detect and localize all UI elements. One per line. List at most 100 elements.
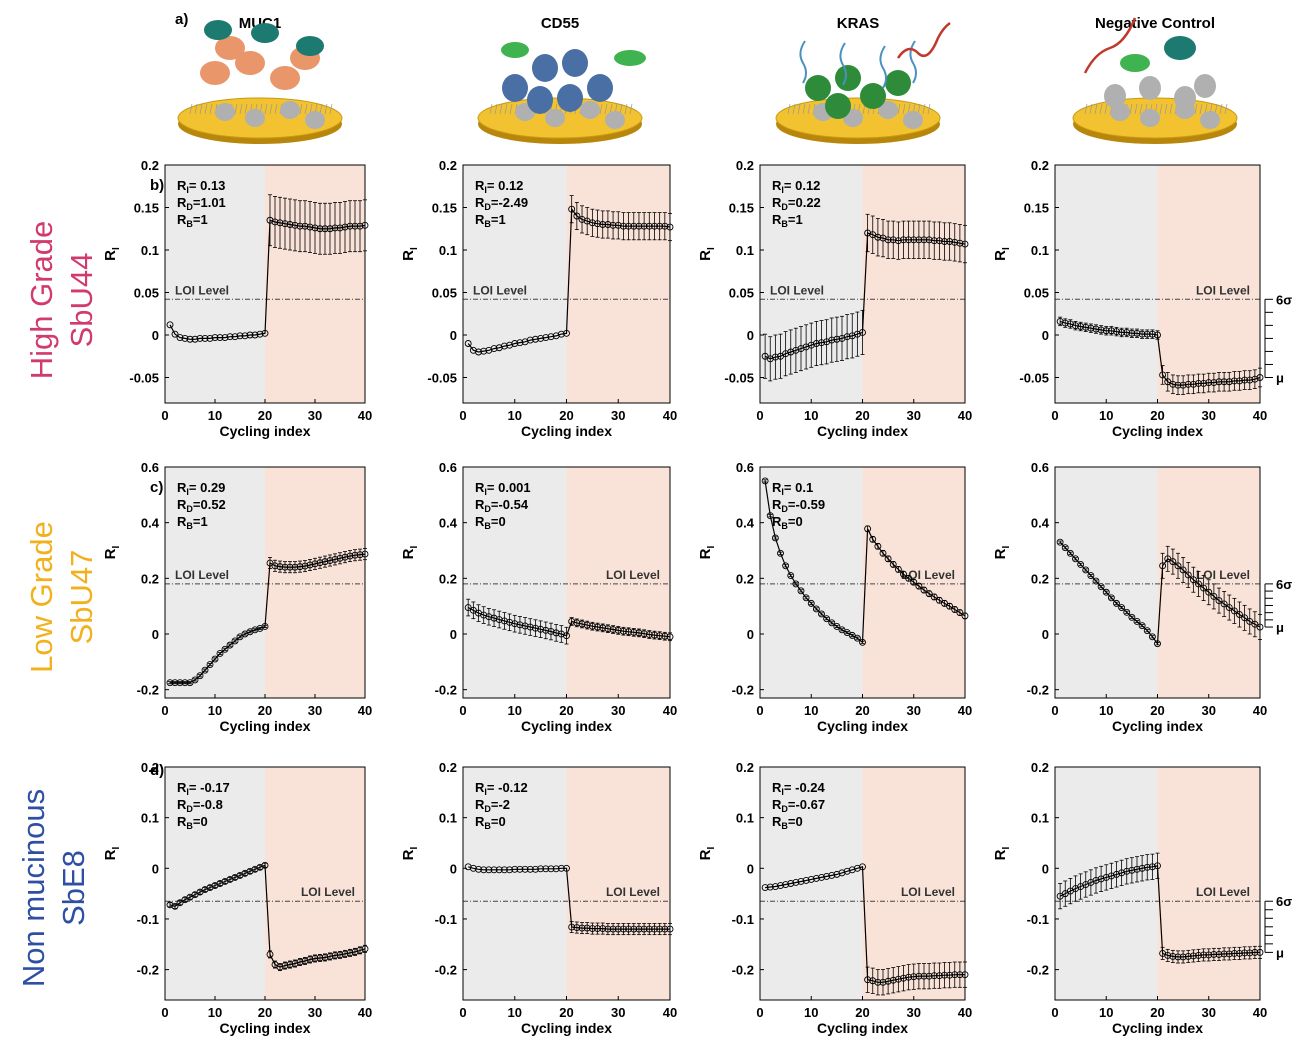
y-tick-label: 0.15 — [134, 201, 159, 216]
data-point — [516, 865, 524, 873]
probe-strand — [199, 103, 203, 115]
data-point — [1097, 326, 1105, 334]
data-point — [635, 925, 643, 933]
data-point — [500, 342, 508, 350]
data-point — [221, 334, 229, 341]
exposure-region — [265, 467, 365, 698]
data-point — [578, 924, 586, 932]
data-point — [1092, 577, 1100, 585]
data-point — [1220, 950, 1228, 958]
data-point — [532, 865, 539, 873]
y-tick-label: 0.1 — [736, 243, 754, 258]
data-point — [946, 238, 954, 245]
data-point — [1215, 597, 1223, 605]
data-point — [1210, 950, 1218, 958]
y-tick-label: 0.1 — [141, 811, 159, 826]
y-tick-label: 0.1 — [141, 243, 159, 258]
data-point — [599, 624, 607, 632]
data-point — [276, 963, 284, 971]
data-point — [276, 563, 284, 571]
data-point — [485, 866, 493, 874]
receptor-blob — [280, 101, 300, 119]
data-point — [879, 978, 887, 986]
data-point — [818, 339, 825, 347]
y-tick-label: 0.6 — [439, 460, 457, 475]
x-tick-label: 10 — [508, 703, 522, 718]
data-point — [1077, 323, 1085, 330]
x-tick-label: 30 — [1202, 408, 1216, 423]
chart-2-0: LOI Level 0 10 20 30 40 Cycling index -0.2 -0.1 0… — [102, 760, 372, 1036]
x-tick-label: 0 — [756, 703, 763, 718]
y-tick-label: 0.6 — [736, 460, 754, 475]
data-point — [226, 333, 234, 341]
data-point — [241, 332, 249, 340]
dna-target-red — [896, 21, 951, 59]
data-point — [291, 221, 299, 229]
data-point — [651, 222, 658, 230]
data-point — [1072, 555, 1079, 563]
data-point — [266, 216, 274, 224]
data-point — [848, 866, 856, 874]
kras-protein — [825, 93, 851, 119]
data-point — [547, 628, 555, 635]
teal-antibody — [251, 23, 279, 43]
data-point — [869, 977, 877, 985]
data-point — [521, 622, 529, 630]
data-point — [1061, 319, 1069, 327]
data-point — [341, 950, 349, 958]
data-point — [356, 222, 364, 230]
sigma-bottom-label: μ — [1276, 620, 1284, 635]
data-point — [630, 628, 638, 636]
data-point — [281, 220, 289, 228]
data-point — [884, 555, 892, 563]
panel-label-b: b) — [150, 177, 164, 194]
data-point — [588, 219, 596, 227]
data-point — [635, 222, 643, 230]
muc1-protein — [200, 61, 230, 85]
data-point — [833, 870, 841, 878]
data-point — [1087, 572, 1095, 579]
cd55-protein — [587, 74, 613, 102]
stat-label: RD=-2 — [475, 797, 510, 814]
probe-strand — [1084, 103, 1088, 115]
data-point — [823, 872, 831, 880]
data-point — [537, 865, 545, 873]
data-point — [797, 878, 805, 885]
x-tick-label: 10 — [804, 703, 818, 718]
data-point — [894, 975, 902, 983]
data-point — [1169, 558, 1177, 566]
x-tick-label: 20 — [258, 408, 272, 423]
probe-strand — [209, 103, 213, 115]
data-point — [1148, 330, 1156, 338]
data-point — [935, 237, 943, 245]
data-point — [1092, 325, 1100, 333]
stat-label: RI= 0.12 — [772, 178, 820, 195]
data-point — [326, 225, 334, 233]
data-point — [1154, 331, 1161, 339]
x-tick-label: 20 — [559, 408, 573, 423]
data-point — [495, 866, 503, 874]
y-axis-label: RI — [400, 545, 420, 559]
column-title-negative-control: Negative Control — [1095, 15, 1215, 32]
data-point — [1123, 608, 1131, 616]
column-title-kras: KRAS — [837, 15, 880, 32]
y-tick-label: 0 — [450, 328, 457, 343]
data-point — [296, 222, 304, 230]
cd55-protein — [562, 49, 588, 77]
probe-strand — [917, 103, 921, 115]
data-point — [838, 869, 846, 877]
data-point — [625, 925, 633, 933]
data-point — [782, 881, 790, 888]
data-point — [1215, 378, 1223, 386]
y-axis-label: RI — [102, 247, 122, 261]
data-point — [511, 340, 519, 347]
dna-probe-blue — [879, 45, 887, 89]
data-point — [1107, 594, 1115, 602]
data-point — [619, 222, 627, 230]
data-point — [573, 212, 581, 220]
data-point — [301, 957, 309, 965]
probe-strand — [274, 103, 278, 115]
data-point — [281, 563, 289, 571]
data-point — [1174, 562, 1182, 570]
data-point — [301, 222, 309, 230]
